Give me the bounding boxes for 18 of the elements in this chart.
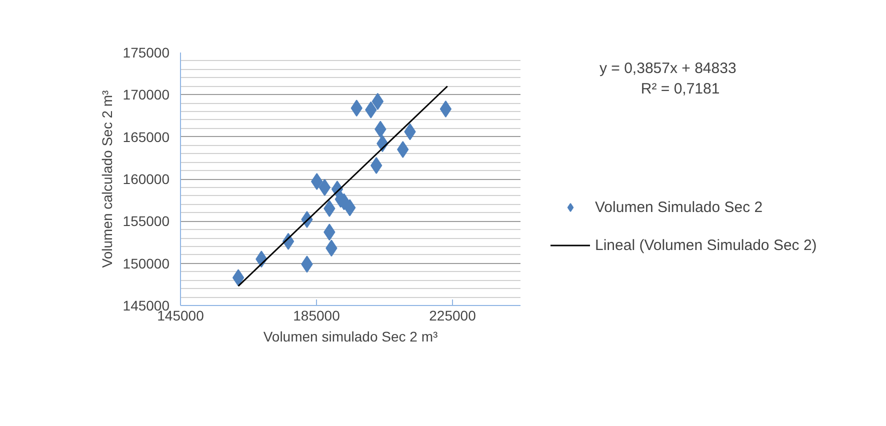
y-tick-label: 170000	[122, 86, 170, 103]
y-tick-label: 175000	[122, 44, 170, 60]
point	[372, 92, 384, 110]
legend-label: Lineal (Volumen Simulado Sec 2)	[595, 236, 817, 254]
x-tick-label: 225000	[429, 308, 476, 324]
x-tick-label: 185000	[293, 308, 340, 324]
y-tick-label: 155000	[122, 213, 170, 230]
point	[440, 100, 452, 118]
point	[344, 199, 356, 216]
text: R² = 0,7181	[640, 80, 720, 98]
legend-label: Volumen Simulado Sec 2	[595, 198, 763, 216]
y-tick-label: 160000	[122, 171, 170, 187]
point	[232, 269, 244, 286]
x-axis-title: Volumen simulado Sec 2 m³	[263, 328, 438, 344]
text: y = 0,3857x + 84833	[600, 60, 736, 78]
y-tick-label: 150000	[122, 255, 170, 272]
y-axis-title: Volumen calculado Sec 2 m³	[98, 90, 115, 268]
y-tick-label: 165000	[122, 128, 170, 145]
